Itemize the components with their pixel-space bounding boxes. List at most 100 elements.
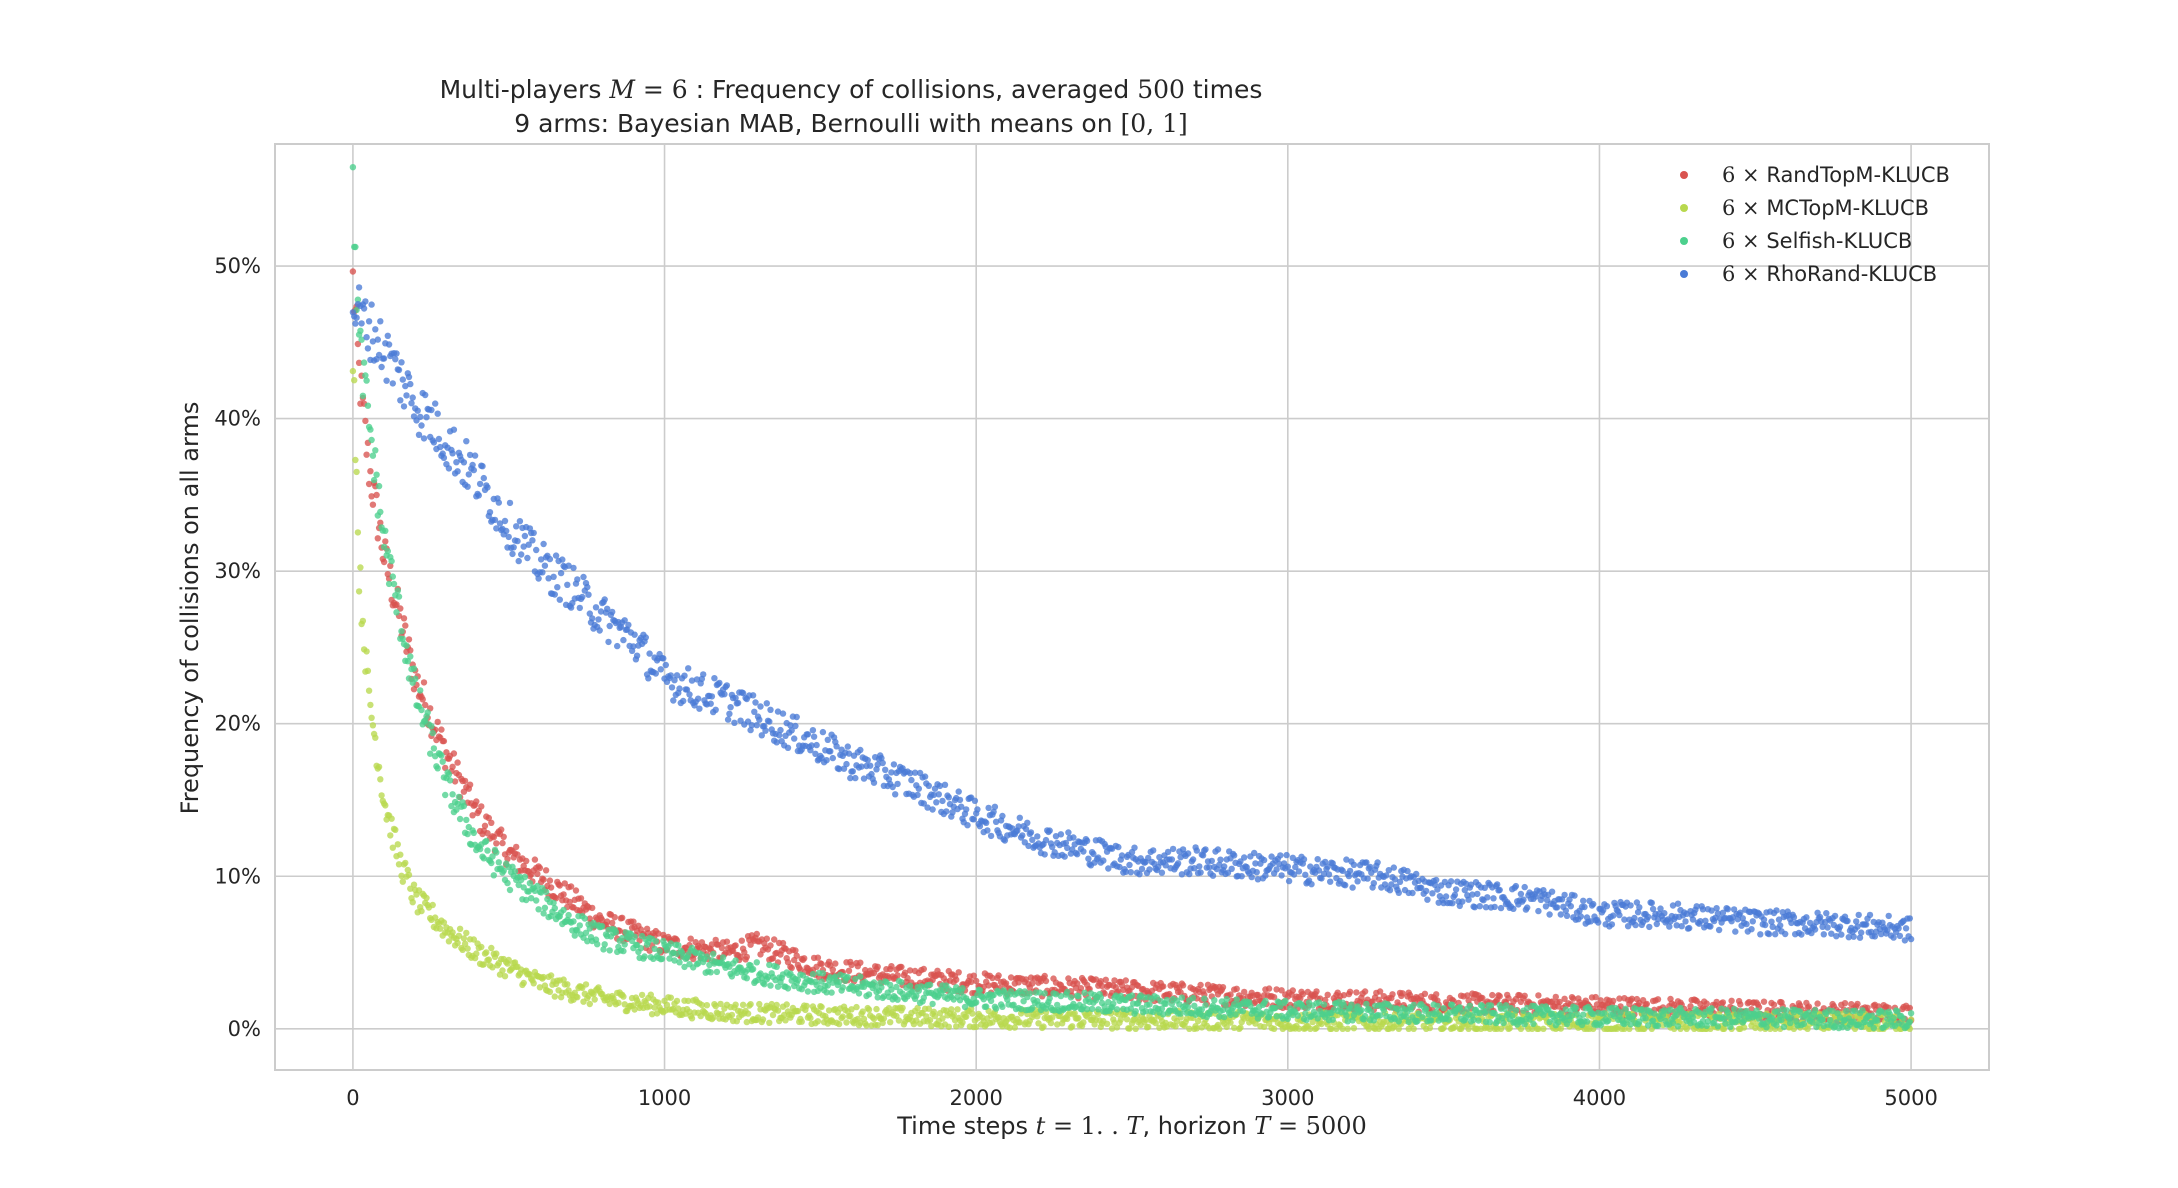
data-point (999, 1003, 1006, 1010)
data-point (818, 960, 825, 968)
data-point (833, 743, 840, 750)
data-point (1088, 1005, 1096, 1013)
data-point (1340, 1002, 1348, 1009)
data-point (1720, 1025, 1728, 1033)
data-point (943, 808, 950, 815)
data-point (798, 1018, 805, 1025)
data-point (819, 970, 827, 977)
data-point (1156, 854, 1163, 861)
data-point (1608, 921, 1616, 928)
data-point (695, 960, 702, 967)
data-point (419, 696, 426, 703)
data-point (1617, 1003, 1624, 1010)
data-point (1703, 1000, 1710, 1007)
data-point (1386, 887, 1394, 894)
data-point (1211, 997, 1218, 1004)
data-point (382, 802, 389, 809)
data-point (1678, 923, 1685, 930)
data-point (1327, 878, 1334, 885)
data-point (1521, 1020, 1528, 1028)
data-point (1451, 1023, 1459, 1030)
data-point (729, 947, 737, 955)
data-point (660, 655, 667, 662)
data-point (761, 981, 768, 988)
data-point (460, 935, 468, 942)
data-point (1570, 995, 1577, 1002)
data-point (1395, 1025, 1403, 1033)
data-point (1800, 1020, 1808, 1028)
data-point (874, 1021, 881, 1029)
data-point (364, 402, 372, 409)
data-point (438, 726, 445, 733)
data-point (399, 376, 406, 383)
data-point (496, 520, 504, 527)
data-point (480, 474, 487, 482)
data-point (546, 555, 554, 563)
data-point (1418, 884, 1425, 891)
data-point (774, 983, 782, 990)
data-point (950, 1011, 957, 1018)
data-point (1601, 1010, 1608, 1017)
data-point (1433, 876, 1440, 884)
data-point (801, 955, 808, 962)
data-point (1464, 992, 1471, 999)
data-point (1843, 1007, 1850, 1015)
data-point (1737, 909, 1744, 916)
data-point (1041, 972, 1048, 980)
data-point (1064, 844, 1071, 852)
data-point (1572, 1004, 1580, 1012)
data-point (657, 666, 664, 673)
data-point (858, 763, 865, 770)
data-point (449, 763, 456, 770)
data-point (1095, 854, 1102, 861)
data-point (707, 969, 714, 976)
data-point (686, 691, 693, 698)
data-point (365, 318, 373, 325)
data-point (1864, 1004, 1871, 1011)
data-point (560, 976, 567, 983)
data-point (1419, 1013, 1426, 1021)
data-point (1223, 995, 1230, 1003)
data-point (857, 973, 864, 980)
data-point (1199, 852, 1207, 859)
data-point (1294, 1012, 1302, 1019)
data-point (410, 665, 418, 672)
data-point (438, 752, 445, 759)
data-point (541, 562, 549, 569)
data-point (566, 898, 573, 906)
data-point (625, 621, 632, 629)
data-point (1628, 995, 1636, 1002)
data-point (384, 548, 391, 555)
data-point (1248, 873, 1255, 881)
data-point (818, 1003, 825, 1011)
data-point (1270, 994, 1278, 1001)
data-point (405, 675, 413, 682)
data-point (1273, 866, 1280, 873)
data-point (1595, 919, 1602, 926)
data-point (1831, 912, 1839, 920)
data-point (606, 622, 613, 630)
data-point (1193, 1025, 1201, 1032)
data-point (1015, 823, 1022, 830)
data-point (374, 336, 381, 343)
data-point (935, 791, 942, 798)
data-point (1410, 1001, 1417, 1009)
data-point (1476, 903, 1484, 910)
data-point (1467, 881, 1475, 888)
data-point (964, 822, 971, 829)
data-point (1580, 1011, 1587, 1018)
data-point (1278, 987, 1285, 994)
data-point (1667, 1006, 1674, 1013)
data-point (1496, 993, 1503, 1000)
data-point (753, 930, 760, 938)
data-point (1252, 860, 1259, 867)
data-point (1627, 902, 1634, 909)
data-point (1221, 863, 1228, 870)
data-point (1069, 1023, 1076, 1030)
data-point (536, 984, 544, 991)
data-point (963, 806, 970, 813)
data-point (1216, 1025, 1223, 1033)
data-point (911, 769, 919, 776)
data-point (1788, 919, 1795, 927)
data-point (545, 575, 552, 582)
